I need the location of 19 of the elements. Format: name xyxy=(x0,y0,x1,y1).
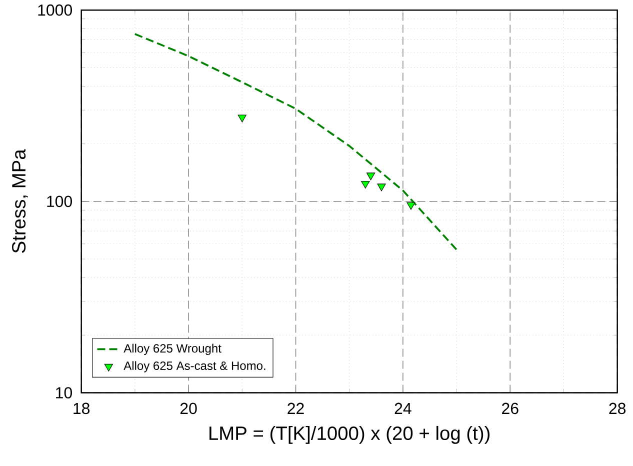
legend-label: Alloy 625 Wrought xyxy=(124,344,222,355)
point xyxy=(361,180,370,188)
x-tick-label: 22 xyxy=(288,402,304,414)
point xyxy=(406,202,416,210)
legend-label: Alloy 625 As-cast & Homo. xyxy=(124,361,266,372)
y-tick-label: 10 xyxy=(56,387,72,398)
x-tick-label: 26 xyxy=(502,402,518,414)
x-axis-title: LMP = (T[K]/1000) x (20 + log (t)) xyxy=(210,426,490,444)
x-tick-label: 28 xyxy=(609,402,626,414)
x-tick-label: 18 xyxy=(74,402,90,414)
point xyxy=(377,184,386,192)
y-tick-label: 1000 xyxy=(38,4,72,16)
line-series xyxy=(134,33,458,250)
x-tick-label: 24 xyxy=(394,402,412,414)
point xyxy=(238,114,246,122)
x-tick-label: 20 xyxy=(180,402,197,414)
y-tick-label: 100 xyxy=(47,196,72,208)
point xyxy=(366,172,376,180)
y-axis-title: Stress, MPa xyxy=(12,149,28,253)
